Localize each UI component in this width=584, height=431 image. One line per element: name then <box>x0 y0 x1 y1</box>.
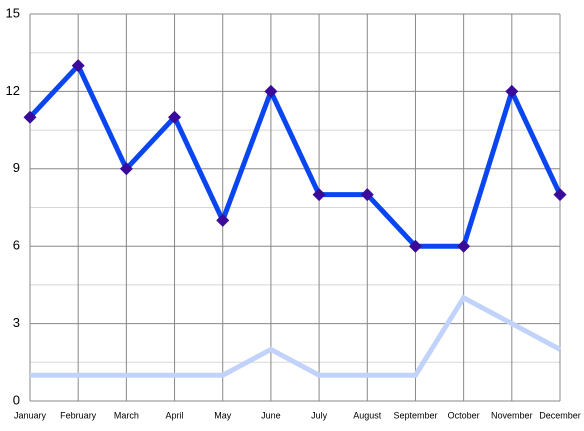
marker <box>23 110 37 124</box>
marker <box>457 239 471 253</box>
marker <box>553 188 567 202</box>
series-line <box>28 61 563 249</box>
y-tick-label: 12 <box>6 83 20 98</box>
x-tick-label: December <box>539 410 581 420</box>
y-tick-label: 3 <box>13 315 20 330</box>
x-tick-label: November <box>491 410 533 420</box>
x-tick-label: May <box>214 410 232 420</box>
x-tick-label: June <box>261 410 281 420</box>
x-tick-label: January <box>14 410 47 420</box>
y-tick-label: 9 <box>13 160 20 175</box>
x-tick-label: March <box>114 410 139 420</box>
marker <box>505 84 519 98</box>
x-tick-label: October <box>448 410 480 420</box>
x-tick-label: August <box>353 410 382 420</box>
x-tick-label: September <box>393 410 437 420</box>
x-tick-label: April <box>166 410 184 420</box>
marker <box>312 188 326 202</box>
y-tick-label: 15 <box>6 5 20 20</box>
marker <box>264 84 278 98</box>
marker <box>168 110 182 124</box>
y-tick-label: 0 <box>13 392 20 407</box>
marker <box>71 59 85 73</box>
y-tick-label: 6 <box>13 238 20 253</box>
marker <box>119 162 133 176</box>
marker <box>360 188 374 202</box>
x-tick-label: February <box>60 410 97 420</box>
series-line <box>30 294 562 378</box>
x-tick-label: July <box>311 410 328 420</box>
marker <box>216 213 230 227</box>
marker <box>408 239 422 253</box>
